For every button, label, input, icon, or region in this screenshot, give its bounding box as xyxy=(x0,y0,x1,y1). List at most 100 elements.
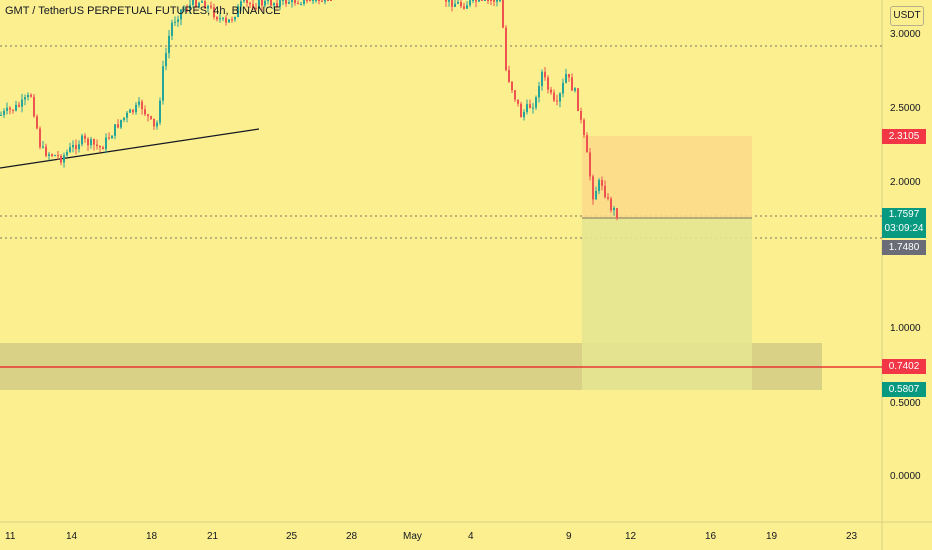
support-price-tag: 0.7402 xyxy=(882,359,926,374)
candle-body xyxy=(234,17,236,20)
candle-body xyxy=(568,73,570,78)
candle-body xyxy=(454,3,456,7)
candle-body xyxy=(201,1,203,3)
price-tick-0-5: 0.5000 xyxy=(890,398,921,409)
candles xyxy=(0,0,618,221)
candle-body xyxy=(481,0,483,1)
candle-body xyxy=(114,124,116,136)
candle-body xyxy=(21,99,23,107)
candle-body xyxy=(613,207,615,211)
time-tick-12: 12 xyxy=(625,531,637,542)
candle-body xyxy=(105,137,107,150)
time-tick-14: 14 xyxy=(66,531,78,542)
candle-body xyxy=(529,104,531,109)
candle-body xyxy=(496,0,498,2)
candle-body xyxy=(276,3,278,7)
time-tick-25: 25 xyxy=(286,531,298,542)
candle-body xyxy=(60,155,62,163)
candle-body xyxy=(186,9,188,11)
candle-body xyxy=(237,6,239,18)
candle-body xyxy=(207,5,209,9)
candle-body xyxy=(297,3,299,5)
candle-body xyxy=(457,2,459,4)
candle-body xyxy=(111,135,113,139)
candle-body xyxy=(51,154,53,156)
candle-body xyxy=(514,90,516,100)
candle-body xyxy=(156,122,158,127)
candle-body xyxy=(90,139,92,146)
candle-body xyxy=(27,94,29,98)
candle-body xyxy=(294,0,296,4)
position-stop-zone[interactable] xyxy=(582,136,752,218)
candle-body xyxy=(601,180,603,186)
candle-body xyxy=(324,0,326,2)
candle-body xyxy=(487,0,489,1)
candle-body xyxy=(267,0,269,1)
candle-body xyxy=(264,0,266,6)
candle-body xyxy=(532,107,534,109)
price-tick-2-5: 2.5000 xyxy=(890,103,921,114)
candle-body xyxy=(39,128,41,148)
position-target-zone[interactable] xyxy=(582,218,752,390)
candle-body xyxy=(556,100,558,102)
candle-body xyxy=(559,93,561,102)
candle-body xyxy=(18,104,20,107)
candle-body xyxy=(550,89,552,93)
candle-body xyxy=(144,109,146,115)
time-tick-11: 11 xyxy=(5,531,16,542)
current-price-value: 1.7597 xyxy=(888,209,920,220)
candle-body xyxy=(463,6,465,9)
entry-price-tag: 1.7480 xyxy=(882,240,926,255)
candle-body xyxy=(141,101,143,110)
time-tick-19: 19 xyxy=(766,531,778,542)
price-tick-3: 3.0000 xyxy=(890,29,921,40)
candle-body xyxy=(171,22,173,36)
candle-body xyxy=(183,9,185,11)
candle-body xyxy=(589,152,591,177)
candle-body xyxy=(279,0,281,7)
current-price-tag: 1.7597 03:09:24 xyxy=(882,208,926,238)
trendline[interactable] xyxy=(0,128,260,169)
candle-body xyxy=(595,191,597,200)
candle-body xyxy=(159,100,161,123)
candle-body xyxy=(535,97,537,108)
candle-body xyxy=(66,152,68,156)
candle-body xyxy=(604,185,606,198)
candle-body xyxy=(192,0,194,5)
candle-body xyxy=(484,0,486,1)
candle-body xyxy=(562,82,564,94)
candle-body xyxy=(273,3,275,6)
price-tick-1: 1.0000 xyxy=(890,323,921,334)
candle-body xyxy=(180,9,182,20)
candle-body xyxy=(520,103,522,118)
candle-body xyxy=(33,96,35,117)
candle-body xyxy=(48,154,50,156)
candle-body xyxy=(309,0,311,2)
candle-body xyxy=(225,17,227,23)
candle-body xyxy=(586,135,588,153)
candle-body xyxy=(246,0,248,3)
candle-body xyxy=(448,0,450,2)
candle-body xyxy=(318,0,320,1)
candle-body xyxy=(445,0,447,2)
time-tick-4: 4 xyxy=(468,531,474,542)
candle-body xyxy=(451,0,453,7)
candle-body xyxy=(502,0,504,28)
candle-body xyxy=(123,117,125,120)
candle-body xyxy=(150,116,152,119)
currency-button[interactable]: USDT xyxy=(890,6,924,26)
candle-body xyxy=(99,145,101,148)
candle-body xyxy=(168,35,170,54)
symbol-title[interactable]: GMT / TetherUS PERPETUAL FUTURES, 4h, BI… xyxy=(5,5,281,17)
candle-body xyxy=(219,18,221,20)
candle-body xyxy=(15,104,17,111)
candle-body xyxy=(198,2,200,8)
candle-body xyxy=(42,146,44,148)
candle-body xyxy=(87,138,89,146)
candle-body xyxy=(243,0,245,2)
candle-body xyxy=(282,0,284,1)
candle-body xyxy=(120,119,122,128)
candle-body xyxy=(460,2,462,7)
candle-body xyxy=(45,146,47,156)
